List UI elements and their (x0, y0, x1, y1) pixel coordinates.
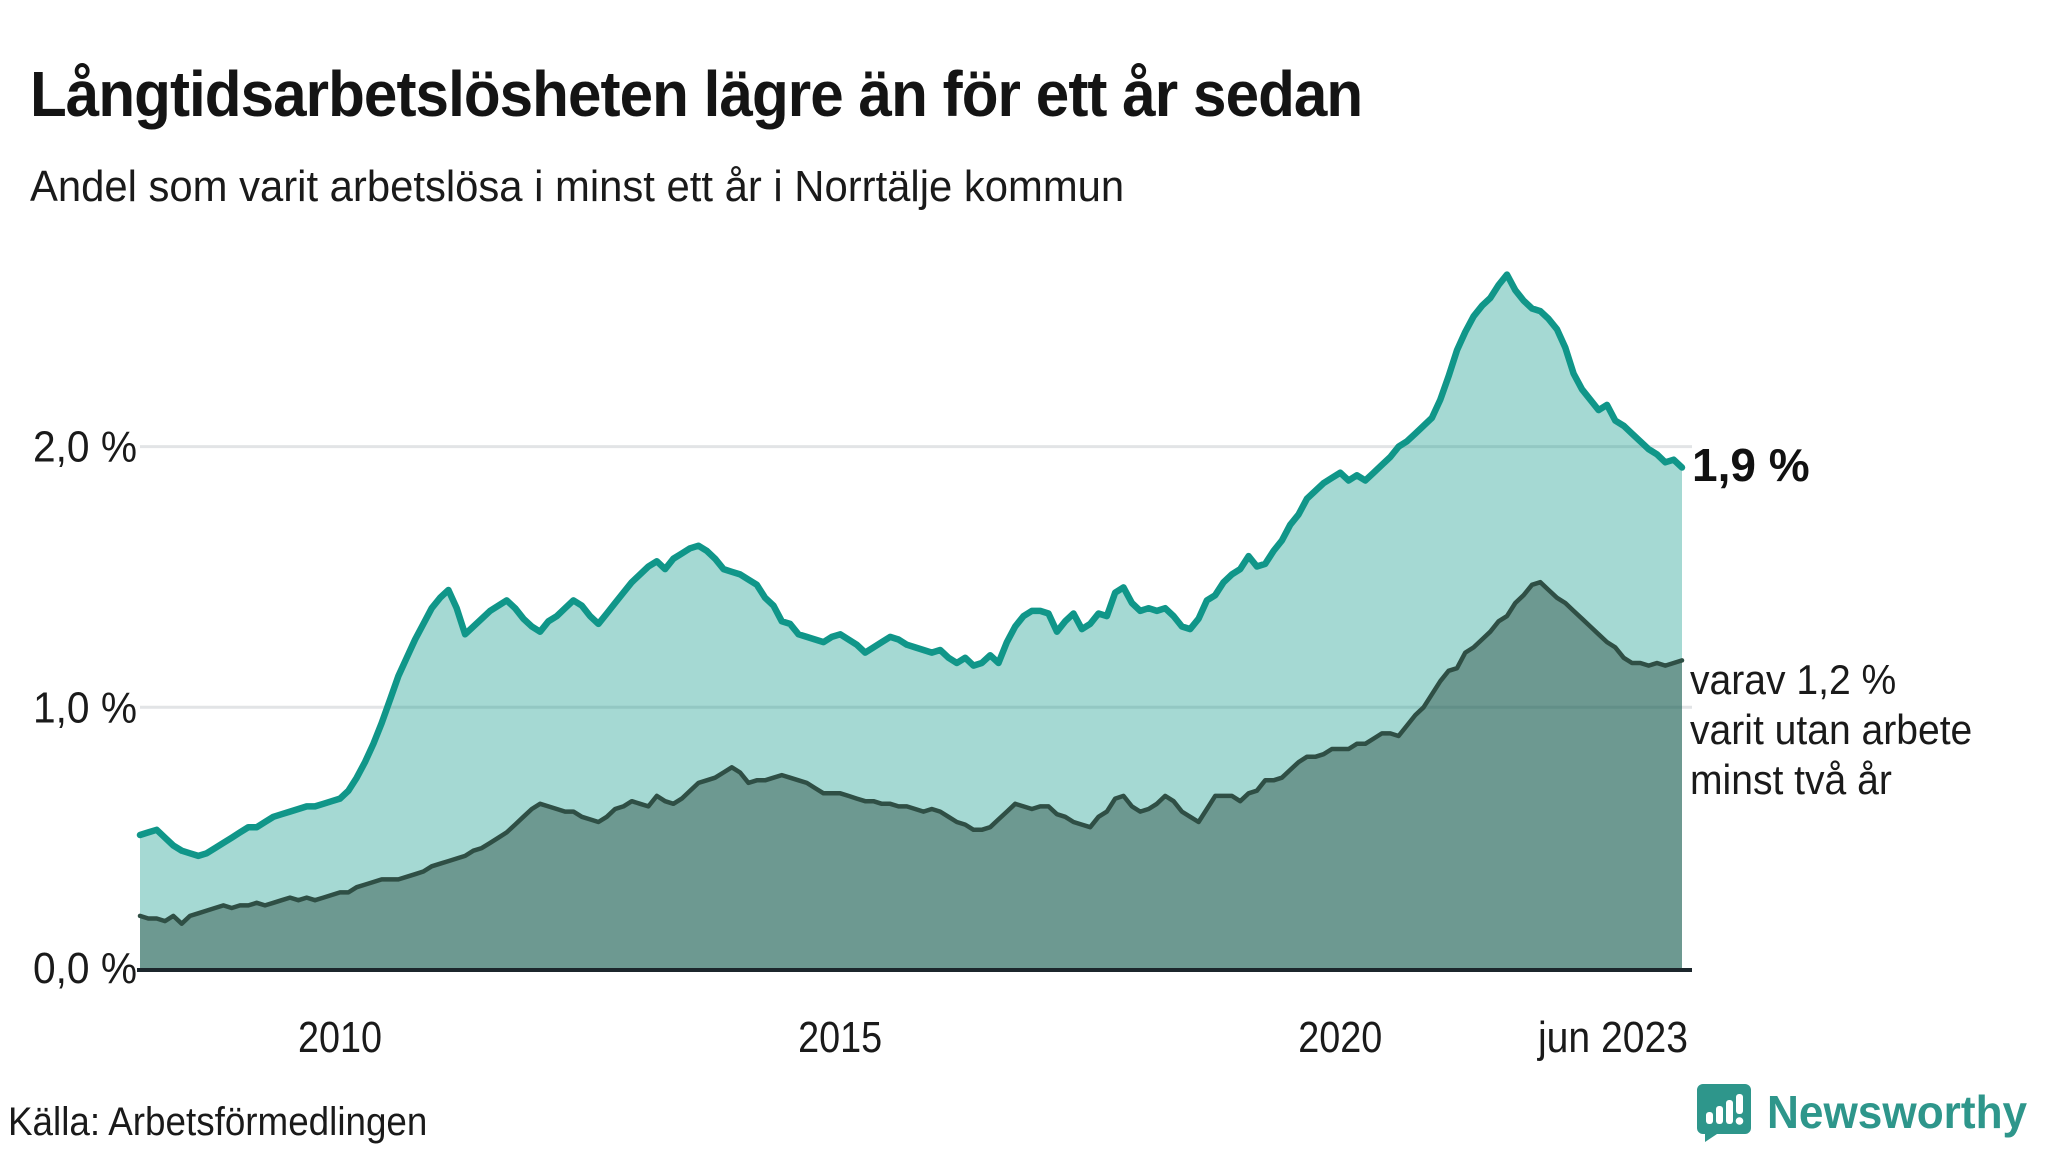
source-note: Källa: Arbetsförmedlingen (8, 1100, 428, 1144)
x-axis-label: jun 2023 (1536, 1013, 1688, 1062)
newsworthy-wordmark: Newsworthy (1767, 1086, 2028, 1138)
x-axis-label: 2015 (798, 1013, 882, 1062)
secondary-value-line3: minst två år (1690, 756, 1892, 803)
latest-value-label: 1,9 % (1692, 439, 1810, 491)
y-axis-label: 2,0 % (33, 423, 137, 472)
x-axis-label: 2020 (1298, 1013, 1382, 1062)
newsworthy-icon (1697, 1084, 1752, 1142)
page-title: Långtidsarbetslösheten lägre än för ett … (30, 57, 1363, 130)
series-area-total (140, 274, 1682, 969)
series-line-two-year (137, 579, 1685, 926)
secondary-value-line2: varit utan arbete (1690, 706, 1973, 753)
series-line-total (136, 271, 1686, 860)
page-subtitle: Andel som varit arbetslösa i minst ett å… (30, 162, 1125, 211)
series-area-two-year (140, 582, 1682, 968)
y-axis-label: 1,0 % (33, 683, 137, 732)
x-axis-label: 2010 (298, 1013, 382, 1062)
y-axis-label: 0,0 % (33, 944, 137, 993)
newsworthy-logo[interactable]: Newsworthy (1695, 1082, 2038, 1142)
secondary-value-label: varav 1,2 % varit utan arbete minst två … (1690, 655, 1972, 805)
secondary-value-line1: varav 1,2 % (1690, 656, 1897, 703)
